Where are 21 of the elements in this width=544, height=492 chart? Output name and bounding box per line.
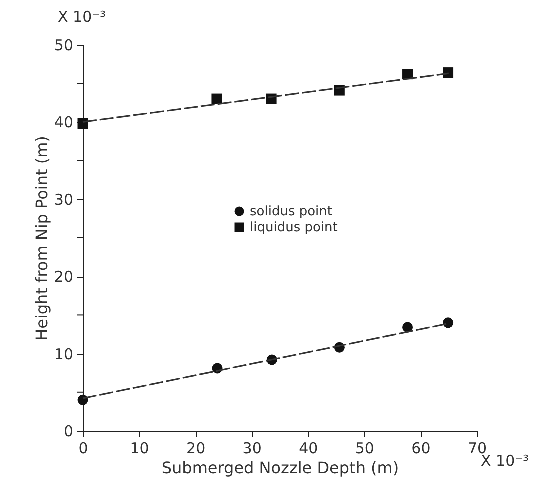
- x-tick-label: 50: [355, 440, 374, 458]
- y-tick-label: 20: [54, 268, 74, 286]
- point: [443, 318, 454, 328]
- legend-label: liquidus point: [250, 220, 338, 236]
- y-tick-label: 40: [54, 114, 74, 132]
- x-tick-label: 60: [412, 440, 431, 458]
- legend-label: solidus point: [250, 204, 333, 220]
- x-tick-label: 30: [242, 440, 262, 458]
- x-tick-label: 40: [299, 440, 318, 458]
- point: [212, 94, 222, 104]
- x-axis-title: Submerged Nozzle Depth (m): [162, 458, 400, 478]
- point: [443, 68, 454, 78]
- x-tick-label: 0: [78, 440, 88, 458]
- x-tick-label: 10: [130, 440, 150, 458]
- y-axis-title: Height from Nip Point (m): [32, 136, 52, 341]
- y-tick-label: 10: [54, 345, 74, 364]
- y-tick-label: 0: [64, 422, 74, 440]
- text: X 10⁻³: [58, 8, 106, 26]
- y-tick-label: 30: [54, 190, 74, 209]
- x-tick-label: 20: [186, 440, 206, 458]
- y-tick-label: 50: [54, 36, 74, 54]
